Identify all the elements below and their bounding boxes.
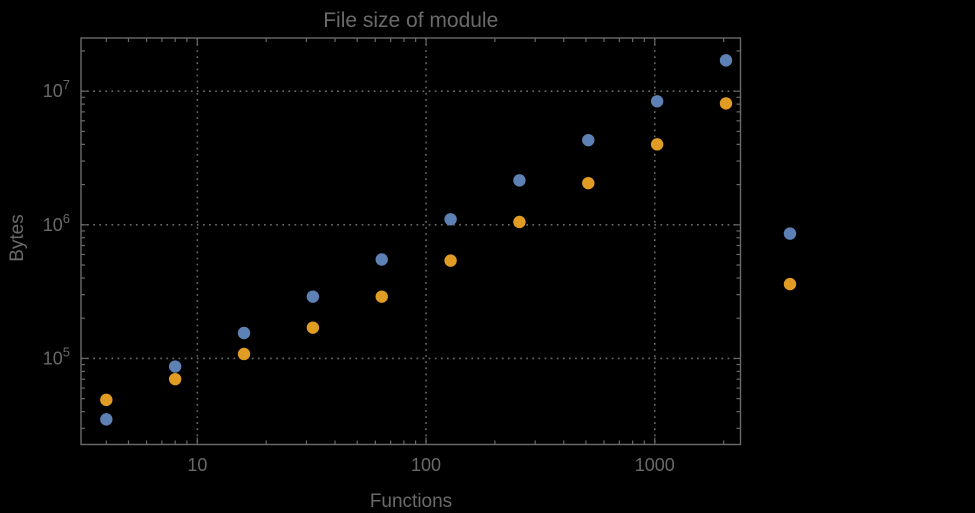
data-point-blue	[375, 253, 388, 266]
x-tick-label: 1000	[635, 455, 675, 475]
x-axis-label: Functions	[370, 491, 452, 512]
data-point-orange	[100, 393, 113, 407]
data-point-blue	[650, 95, 664, 108]
y-tick-label: 105	[43, 344, 70, 368]
plot-frame	[80, 37, 742, 446]
data-point-orange	[783, 277, 797, 291]
data-point-blue	[719, 54, 733, 67]
x-tick-label: 100	[411, 455, 441, 475]
data-point-orange	[237, 347, 251, 361]
data-point-orange	[719, 97, 733, 110]
data-point-blue	[306, 290, 320, 303]
y-tick-label: 106	[43, 211, 70, 235]
data-point-blue	[444, 213, 457, 226]
data-point-orange	[444, 254, 457, 267]
data-point-orange	[650, 138, 664, 151]
data-point-blue	[783, 227, 797, 240]
data-point-blue	[582, 133, 595, 147]
data-point-blue	[100, 413, 113, 426]
tick-marks	[81, 38, 741, 445]
gridlines	[81, 38, 741, 445]
data-point-blue	[513, 174, 526, 187]
data-point-orange	[375, 290, 388, 303]
chart-title: File size of module	[323, 9, 498, 32]
y-tick-label: 107	[43, 77, 70, 101]
data-point-orange	[582, 176, 595, 190]
tick-labels: 10 100 1000 105 106 107	[43, 77, 675, 475]
data-points	[100, 54, 797, 426]
data-point-blue	[237, 326, 251, 340]
data-point-blue	[168, 360, 182, 373]
data-point-orange	[306, 321, 320, 334]
x-tick-label: 10	[187, 455, 207, 475]
data-point-orange	[168, 372, 182, 386]
data-point-orange	[513, 215, 526, 229]
y-axis-label: Bytes	[7, 214, 28, 262]
